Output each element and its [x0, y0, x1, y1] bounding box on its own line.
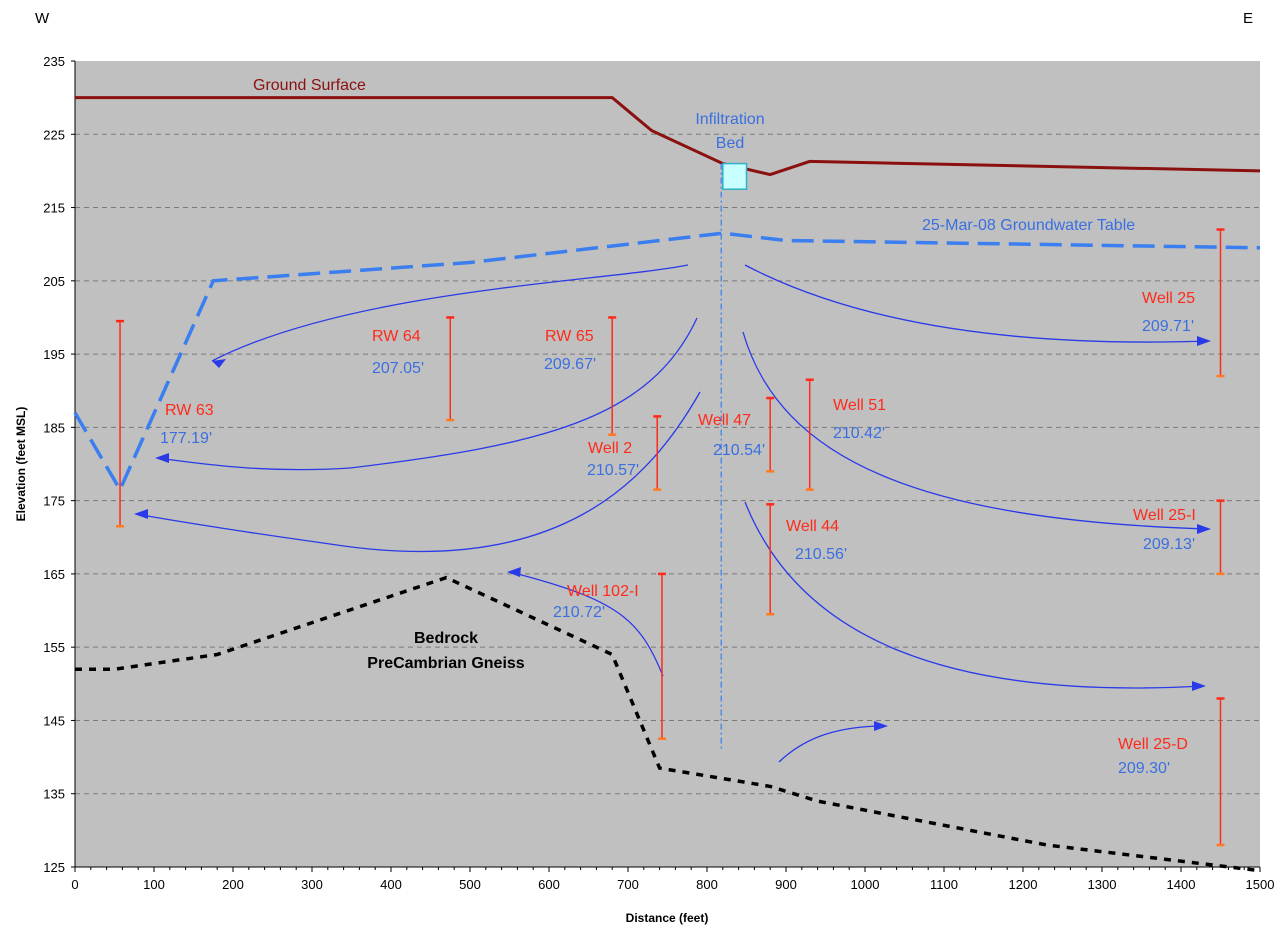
compass-west: W [35, 10, 50, 27]
arrowhead [155, 453, 169, 463]
y-tick-label: 145 [43, 713, 65, 728]
x-tick-label: 700 [617, 877, 639, 892]
groundwater-table-line [73, 231, 1261, 494]
x-tick-label: 1000 [851, 877, 880, 892]
x-tick-label: 600 [538, 877, 560, 892]
well-name: Well 25 [1142, 290, 1195, 307]
flow-line [778, 725, 886, 763]
y-tick-label: 235 [43, 54, 65, 69]
well-value: 209.30' [1118, 760, 1170, 777]
compass-east: E [1243, 10, 1253, 27]
flow-line [135, 391, 701, 553]
flow-line [156, 317, 698, 471]
well-value: 210.54' [713, 442, 765, 459]
infiltration-label-line1: Infiltration [695, 111, 764, 128]
y-tick-label: 165 [43, 567, 65, 582]
bedrock-label-line2: PreCambrian Gneiss [367, 655, 525, 672]
arrowhead [507, 567, 521, 577]
arrowhead [1192, 681, 1206, 691]
well-value: 207.05' [372, 360, 424, 377]
well-name: RW 63 [165, 402, 214, 419]
x-tick-label: 100 [143, 877, 165, 892]
bedrock-line [75, 575, 1261, 873]
wells [116, 228, 1225, 847]
flow-line [742, 331, 1209, 530]
x-tick-label: 800 [696, 877, 718, 892]
ground-surface-label: Ground Surface [253, 77, 366, 94]
x-tick-label: 1300 [1088, 877, 1117, 892]
x-axis-label: Distance (feet) [626, 911, 709, 925]
arrowhead [874, 721, 888, 731]
y-tick-label: 215 [43, 201, 65, 216]
y-tick-label: 225 [43, 127, 65, 142]
well-value: 210.72' [553, 604, 605, 621]
y-tick-label: 205 [43, 274, 65, 289]
well-value: 209.13' [1143, 536, 1195, 553]
x-tick-label: 400 [380, 877, 402, 892]
arrowhead [134, 509, 148, 519]
y-axis-label: Elevation (feet MSL) [14, 407, 28, 522]
y-tick-label: 125 [43, 860, 65, 875]
infiltration-label-line2: Bed [716, 135, 744, 152]
x-tick-label: 1200 [1009, 877, 1038, 892]
y-tick-label: 155 [43, 640, 65, 655]
well-name: Well 51 [833, 397, 886, 414]
flow-arrowheads [134, 336, 1211, 731]
y-tick-label: 195 [43, 347, 65, 362]
axis-ticks: 125 135 145 155 165 175 185 195 205 215 225 235 0 100… [43, 54, 1274, 892]
well-name: Well 44 [786, 518, 839, 535]
y-tick-label: 135 [43, 787, 65, 802]
x-tick-label: 1400 [1167, 877, 1196, 892]
arrowhead [1197, 336, 1211, 346]
plot-area [75, 61, 1260, 867]
well-value: 209.71' [1142, 318, 1194, 335]
y-tick-label: 185 [43, 420, 65, 435]
x-tick-label: 300 [301, 877, 323, 892]
x-tick-label: 1500 [1246, 877, 1275, 892]
well-value: 210.57' [587, 462, 639, 479]
well-value: 210.42' [833, 425, 885, 442]
bedrock-label-line1: Bedrock [414, 630, 478, 647]
x-tick-label: 900 [775, 877, 797, 892]
well-value: 209.67' [544, 356, 596, 373]
x-tick-label: 1100 [930, 877, 958, 892]
flow-arrows [135, 264, 1209, 763]
well-name: Well 25-I [1133, 507, 1196, 524]
well-name: RW 65 [545, 328, 594, 345]
groundwater-table-label: 25-Mar-08 Groundwater Table [922, 217, 1135, 234]
arrowhead [212, 359, 226, 368]
well-value: 210.56' [795, 546, 847, 563]
well-value: 177.19' [160, 430, 212, 447]
x-tick-label: 0 [71, 877, 78, 892]
infiltration-bed [722, 162, 748, 190]
flow-line [744, 501, 1204, 689]
well-name: RW 64 [372, 328, 421, 345]
flow-line [509, 571, 664, 677]
arrowhead [1197, 524, 1211, 534]
y-tick-label: 175 [43, 494, 65, 509]
well-name: Well 2 [588, 440, 632, 457]
well-name: Well 25-D [1118, 736, 1188, 753]
flow-line [211, 264, 689, 362]
flow-line [744, 264, 1209, 343]
well-name: Well 102-I [567, 583, 639, 600]
well-name: Well 47 [698, 412, 751, 429]
x-tick-label: 200 [222, 877, 244, 892]
x-tick-label: 500 [459, 877, 481, 892]
